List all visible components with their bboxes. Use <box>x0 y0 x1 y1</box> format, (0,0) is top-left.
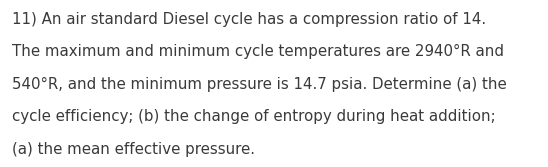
Text: 11) An air standard Diesel cycle has a compression ratio of 14.: 11) An air standard Diesel cycle has a c… <box>12 12 486 27</box>
Text: cycle efficiency; (b) the change of entropy during heat addition;: cycle efficiency; (b) the change of entr… <box>12 109 496 124</box>
Text: 540°R, and the minimum pressure is 14.7 psia. Determine (a) the: 540°R, and the minimum pressure is 14.7 … <box>12 77 507 92</box>
Text: The maximum and minimum cycle temperatures are 2940°R and: The maximum and minimum cycle temperatur… <box>12 44 504 59</box>
Text: (a) the mean effective pressure.: (a) the mean effective pressure. <box>12 142 255 157</box>
